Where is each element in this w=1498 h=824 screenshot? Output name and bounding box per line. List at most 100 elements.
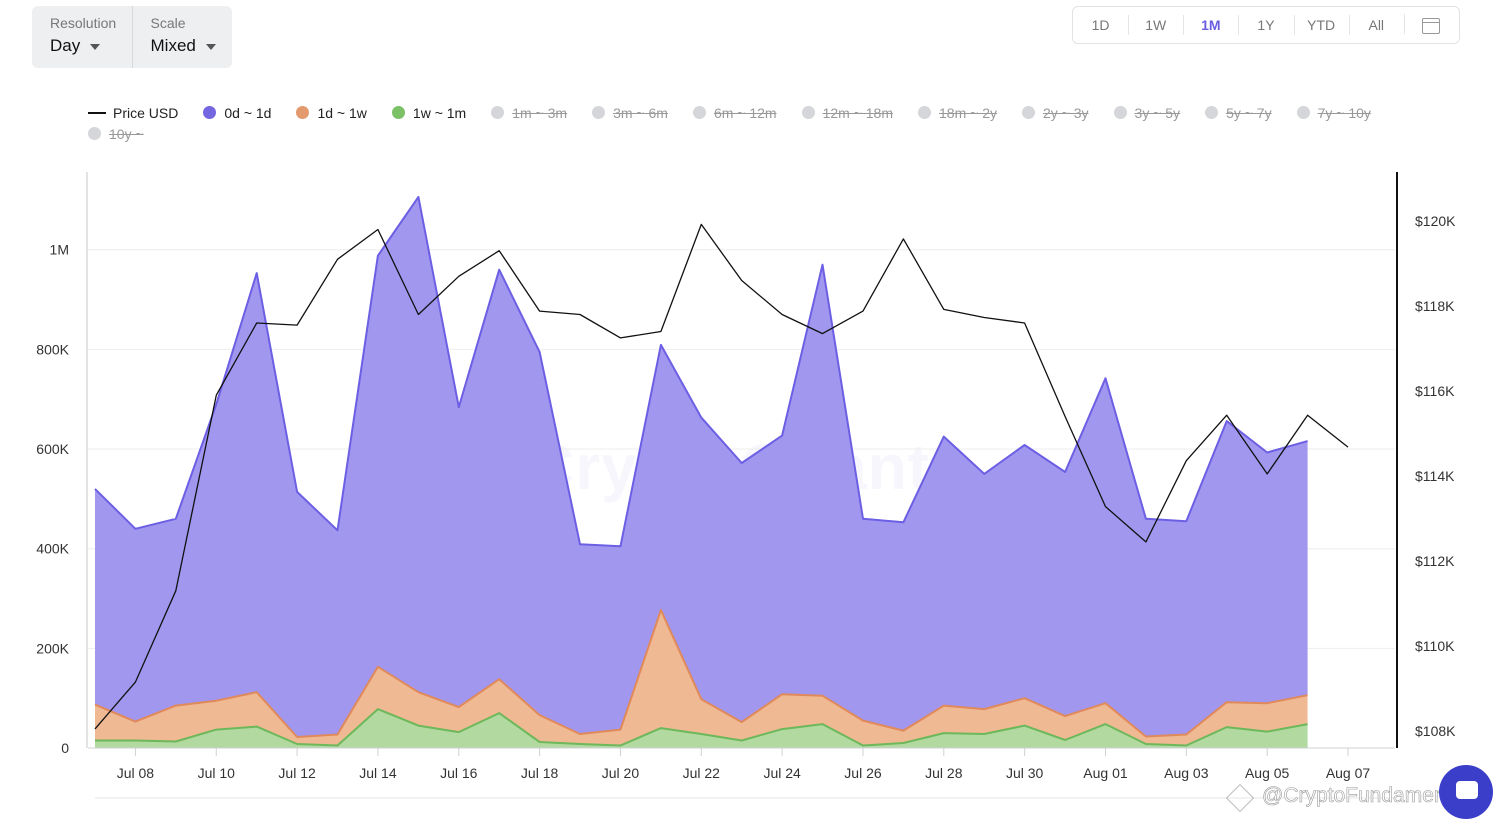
legend-label: 5y ~ 7y (1226, 104, 1272, 121)
y-right-tick-label: $120K (1415, 213, 1456, 229)
x-tick-label: Aug 07 (1326, 765, 1371, 781)
legend-item-6m-12m[interactable]: 6m ~ 12m (692, 104, 777, 121)
x-tick-label: Jul 16 (440, 765, 478, 781)
x-tick-label: Aug 01 (1083, 765, 1128, 781)
legend-item-1m-3m[interactable]: 1m ~ 3m (491, 104, 567, 121)
y-left-tick-label: 400K (36, 541, 69, 557)
legend-item-12m-18m[interactable]: 12m ~ 18m (801, 104, 894, 121)
legend-swatch (203, 106, 217, 119)
chart-legend: Price USD 0d ~ 1d 1d ~ 1w 1w ~ 1m 1m ~ 3… (88, 104, 1428, 142)
legend-swatch (692, 106, 706, 119)
x-tick-label: Jul 20 (602, 765, 640, 781)
legend-line-swatch (88, 111, 106, 114)
legend-swatch (391, 106, 405, 119)
y-right-tick-label: $116K (1415, 383, 1455, 399)
area-0d-1d (95, 196, 1308, 737)
y-right-tick-label: $108K (1415, 723, 1456, 739)
x-tick-label: Jul 08 (117, 765, 155, 781)
range-tab-1d[interactable]: 1D (1091, 17, 1110, 33)
legend-label: 3y ~ 5y (1134, 104, 1181, 121)
x-tick-label: Jul 22 (683, 765, 721, 781)
x-tick-label: Jul 18 (521, 765, 559, 781)
legend-label: 7y ~ 10y (1317, 104, 1371, 121)
legend-swatch (592, 106, 606, 119)
resolution-label: Resolution (50, 15, 117, 31)
legend-label: 0d ~ 1d (224, 104, 272, 121)
legend-item-1w-1m[interactable]: 1w ~ 1m (391, 104, 467, 121)
calendar-icon (1422, 17, 1441, 34)
x-tick-label: Aug 03 (1164, 765, 1209, 781)
legend-item-2y-3y[interactable]: 2y ~ 3y (1022, 104, 1089, 121)
legend-swatch (296, 106, 310, 119)
area-outline (94, 609, 1308, 738)
price-line (94, 223, 1349, 730)
legend-swatch (1205, 106, 1219, 119)
x-tick-label: Jul 30 (1006, 765, 1044, 781)
area-outline (94, 195, 1308, 548)
legend-label: 1w ~ 1m (412, 104, 467, 121)
legend-label: 1d ~ 1w (317, 104, 367, 121)
legend-label: 3m ~ 6m (613, 104, 668, 121)
y-left-tick-label: 1M (50, 242, 69, 258)
legend-item-18m-2y[interactable]: 18m ~ 2y (918, 104, 997, 121)
resolution-dropdown[interactable]: Resolution Day (32, 6, 132, 68)
legend-swatch (918, 106, 932, 119)
y-left-tick-label: 600K (36, 441, 69, 457)
legend-item-price-usd[interactable]: Price USD (88, 104, 178, 121)
legend-swatch (491, 106, 505, 119)
legend-label: 12m ~ 18m (822, 104, 894, 121)
legend-item-0d-1d[interactable]: 0d ~ 1d (203, 104, 271, 121)
x-tick-label: Jul 12 (278, 765, 316, 781)
range-tab-all[interactable]: All (1348, 15, 1404, 35)
range-tab-ytd[interactable]: YTD (1293, 15, 1349, 35)
area-1d-1w (95, 610, 1308, 746)
legend-label: 2y ~ 3y (1043, 104, 1089, 121)
x-tick-label: Jul 10 (198, 765, 236, 781)
legend-item-10y-plus[interactable]: 10y ~ (88, 125, 144, 142)
y-left-tick-label: 0 (61, 740, 69, 756)
resolution-value: Day (50, 36, 81, 55)
legend-swatch (1296, 106, 1310, 119)
calendar-button[interactable] (1403, 14, 1459, 35)
range-tab-1w[interactable]: 1W (1128, 15, 1183, 35)
chat-icon (1456, 781, 1478, 799)
legend-swatch (88, 127, 101, 140)
time-range-selector: 1D 1W 1M 1Y YTD All (1072, 6, 1460, 44)
y-right-tick-label: $112K (1415, 553, 1455, 569)
chat-button[interactable] (1439, 765, 1493, 819)
scale-label: Scale (150, 15, 186, 31)
y-left-tick-label: 800K (36, 341, 69, 357)
area-1w-1m (95, 709, 1308, 748)
chevron-down-icon (90, 43, 101, 50)
y-right-tick-label: $114K (1415, 468, 1455, 484)
legend-label: Price USD (113, 104, 179, 121)
chevron-down-icon (205, 43, 216, 50)
scale-value: Mixed (150, 36, 196, 55)
legend-label: 6m ~ 12m (713, 104, 777, 121)
scale-dropdown[interactable]: Scale Mixed (131, 6, 233, 68)
legend-swatch (801, 106, 815, 119)
legend-item-3m-6m[interactable]: 3m ~ 6m (592, 104, 668, 121)
legend-label: 18m ~ 2y (939, 104, 997, 121)
y-right-tick-label: $118K (1415, 298, 1455, 314)
chart-controls: Resolution Day Scale Mixed (32, 6, 232, 68)
credit-text: @CryptoFundamenta (1262, 784, 1464, 808)
y-left-tick-label: 200K (36, 640, 69, 656)
legend-swatch (1022, 106, 1035, 119)
legend-item-7y-10y[interactable]: 7y ~ 10y (1296, 104, 1371, 121)
x-tick-label: Jul 28 (925, 765, 963, 781)
legend-swatch (1113, 106, 1127, 119)
x-tick-label: Jul 14 (359, 765, 397, 781)
y-right-tick-label: $110K (1415, 638, 1455, 654)
range-tab-1y[interactable]: 1Y (1238, 15, 1293, 35)
legend-item-3y-5y[interactable]: 3y ~ 5y (1113, 104, 1181, 121)
area-outline (95, 708, 1308, 747)
x-tick-label: Jul 24 (763, 765, 801, 781)
legend-item-5y-7y[interactable]: 5y ~ 7y (1205, 104, 1272, 121)
legend-label: 10y ~ (109, 125, 144, 142)
x-tick-label: Aug 05 (1245, 765, 1290, 781)
range-tab-1m[interactable]: 1M (1183, 15, 1238, 35)
legend-item-1d-1w[interactable]: 1d ~ 1w (296, 104, 367, 121)
legend-label: 1m ~ 3m (512, 104, 568, 121)
